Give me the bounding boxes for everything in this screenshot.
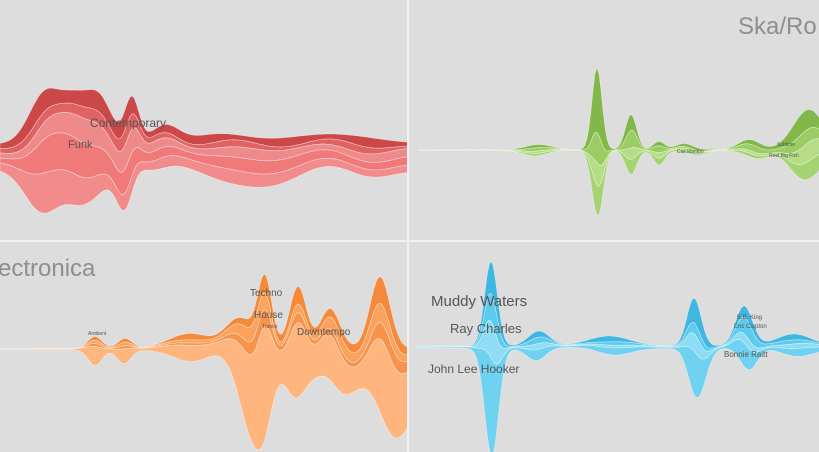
soul-layer-5 — [0, 155, 407, 214]
stream-label-ray-charles: Ray Charles — [450, 321, 522, 336]
stream-label-techno: Techno — [250, 288, 283, 299]
streamgraph-ska: Cali Mambo Sublime Reel Big Fish — [418, 66, 819, 217]
panel-soul: Contemporary Funk — [0, 0, 407, 240]
stream-label-reel-big-fish: Reel Big Fish — [769, 153, 799, 159]
stream-label-funk: Funk — [68, 139, 93, 151]
blues-layer-4 — [416, 339, 819, 452]
panel-electronica: Techno House Downtempo Ambient Trance ec… — [0, 242, 407, 452]
streamgraph-soul: Contemporary Funk — [0, 87, 407, 214]
genre-title-electronica: ectronica — [0, 255, 96, 282]
stream-label-trance: Trance — [262, 324, 278, 330]
stream-label-muddy-waters: Muddy Waters — [431, 293, 527, 310]
stream-label-bonnie-raitt: Bonnie Raitt — [724, 350, 768, 359]
stream-label-john-lee-hooker: John Lee Hooker — [428, 362, 519, 376]
stream-label-bb-king: B.B. King — [737, 315, 762, 321]
ska-layer-4 — [418, 149, 819, 217]
divider-vertical — [407, 0, 409, 452]
divider-horizontal — [0, 240, 819, 242]
panel-blues: Muddy Waters Ray Charles John Lee Hooker… — [409, 242, 819, 452]
streamgraph-blues: Muddy Waters Ray Charles John Lee Hooker… — [416, 260, 819, 452]
genre-title-ska: Ska/Ro — [738, 13, 817, 40]
streamgraph-electronica: Techno House Downtempo Ambient Trance — [0, 273, 407, 451]
stream-label-ambient: Ambient — [88, 331, 107, 337]
stream-label-contemporary: Contemporary — [90, 116, 166, 130]
stream-label-sublime: Sublime — [777, 142, 795, 148]
electronica-layer-4 — [0, 322, 407, 451]
panel-ska: Cali Mambo Sublime Reel Big Fish Ska/Ro — [409, 0, 819, 240]
stream-label-eric-clapton: Eric Clapton — [734, 324, 767, 330]
stream-label-downtempo: Downtempo — [297, 327, 351, 338]
ska-layer-1 — [418, 66, 819, 152]
stream-label-house: House — [254, 310, 283, 321]
stream-label-cali-mambo: Cali Mambo — [677, 149, 704, 155]
